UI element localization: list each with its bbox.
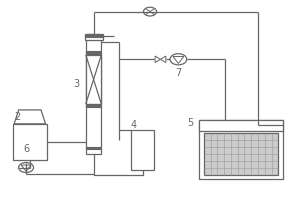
Bar xyxy=(199,120,283,131)
Polygon shape xyxy=(160,56,166,63)
Bar xyxy=(204,133,278,175)
Text: 5: 5 xyxy=(187,118,194,128)
Bar xyxy=(199,120,283,179)
Bar xyxy=(85,34,103,40)
Circle shape xyxy=(143,7,157,16)
Bar xyxy=(86,55,101,104)
Bar xyxy=(130,130,154,170)
Circle shape xyxy=(19,163,34,172)
Bar xyxy=(13,124,47,160)
Bar xyxy=(85,35,103,38)
Polygon shape xyxy=(21,165,31,171)
Polygon shape xyxy=(155,56,160,63)
Text: 7: 7 xyxy=(175,68,182,78)
Bar xyxy=(86,51,101,55)
Bar xyxy=(86,104,101,108)
Bar xyxy=(86,147,101,150)
Polygon shape xyxy=(14,110,46,124)
Text: 4: 4 xyxy=(130,120,136,130)
Text: 2: 2 xyxy=(14,112,20,122)
Bar xyxy=(86,34,101,154)
Text: 6: 6 xyxy=(23,144,29,154)
Text: 3: 3 xyxy=(74,79,80,89)
Circle shape xyxy=(170,54,187,65)
Polygon shape xyxy=(173,57,184,63)
